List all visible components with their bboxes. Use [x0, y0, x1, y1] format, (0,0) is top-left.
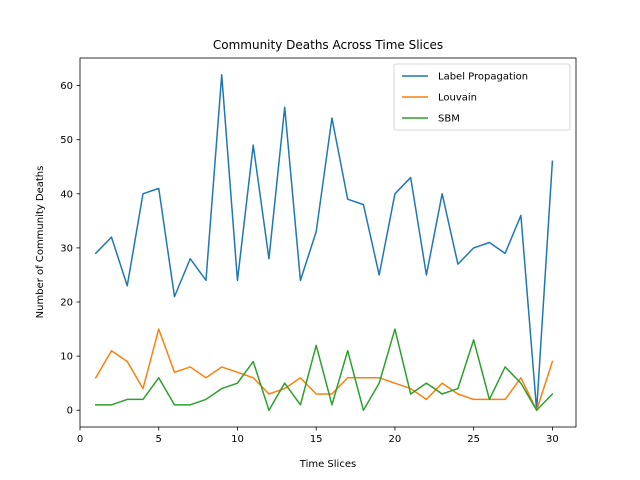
y-tick-label: 50	[60, 135, 73, 146]
y-tick-label: 30	[60, 243, 73, 254]
y-tick-label: 0	[67, 406, 73, 417]
x-tick-label: 5	[156, 434, 162, 445]
y-tick-label: 10	[60, 352, 73, 363]
y-axis-label: Number of Community Deaths	[35, 166, 46, 319]
x-axis-label: Time Slices	[299, 459, 356, 470]
y-tick-label: 60	[60, 81, 73, 92]
legend-entry: Label Propagation	[438, 72, 528, 83]
x-tick-label: 15	[310, 434, 323, 445]
x-tick-label: 20	[389, 434, 402, 445]
x-tick-label: 25	[467, 434, 480, 445]
x-tick-label: 0	[77, 434, 83, 445]
y-tick-label: 20	[60, 298, 73, 309]
chart-title: Community Deaths Across Time Slices	[213, 38, 443, 52]
x-axis: 0 5 10 15 20 25 30	[77, 427, 559, 445]
plot-frame	[79, 57, 577, 428]
y-axis: 0 10 20 30 40 50 60	[60, 81, 80, 417]
y-tick-label: 40	[60, 189, 73, 200]
plot-area	[79, 57, 577, 428]
legend-box	[393, 63, 571, 131]
x-tick-label: 30	[546, 434, 559, 445]
series-line-0	[94, 74, 554, 411]
legend-entry: SBM	[438, 114, 460, 125]
legend: Label Propagation Louvain SBM	[393, 63, 571, 131]
x-tick-label: 10	[231, 434, 244, 445]
legend-entry: Louvain	[438, 93, 477, 104]
series-line-2	[95, 328, 554, 411]
series-line-1	[94, 328, 554, 411]
